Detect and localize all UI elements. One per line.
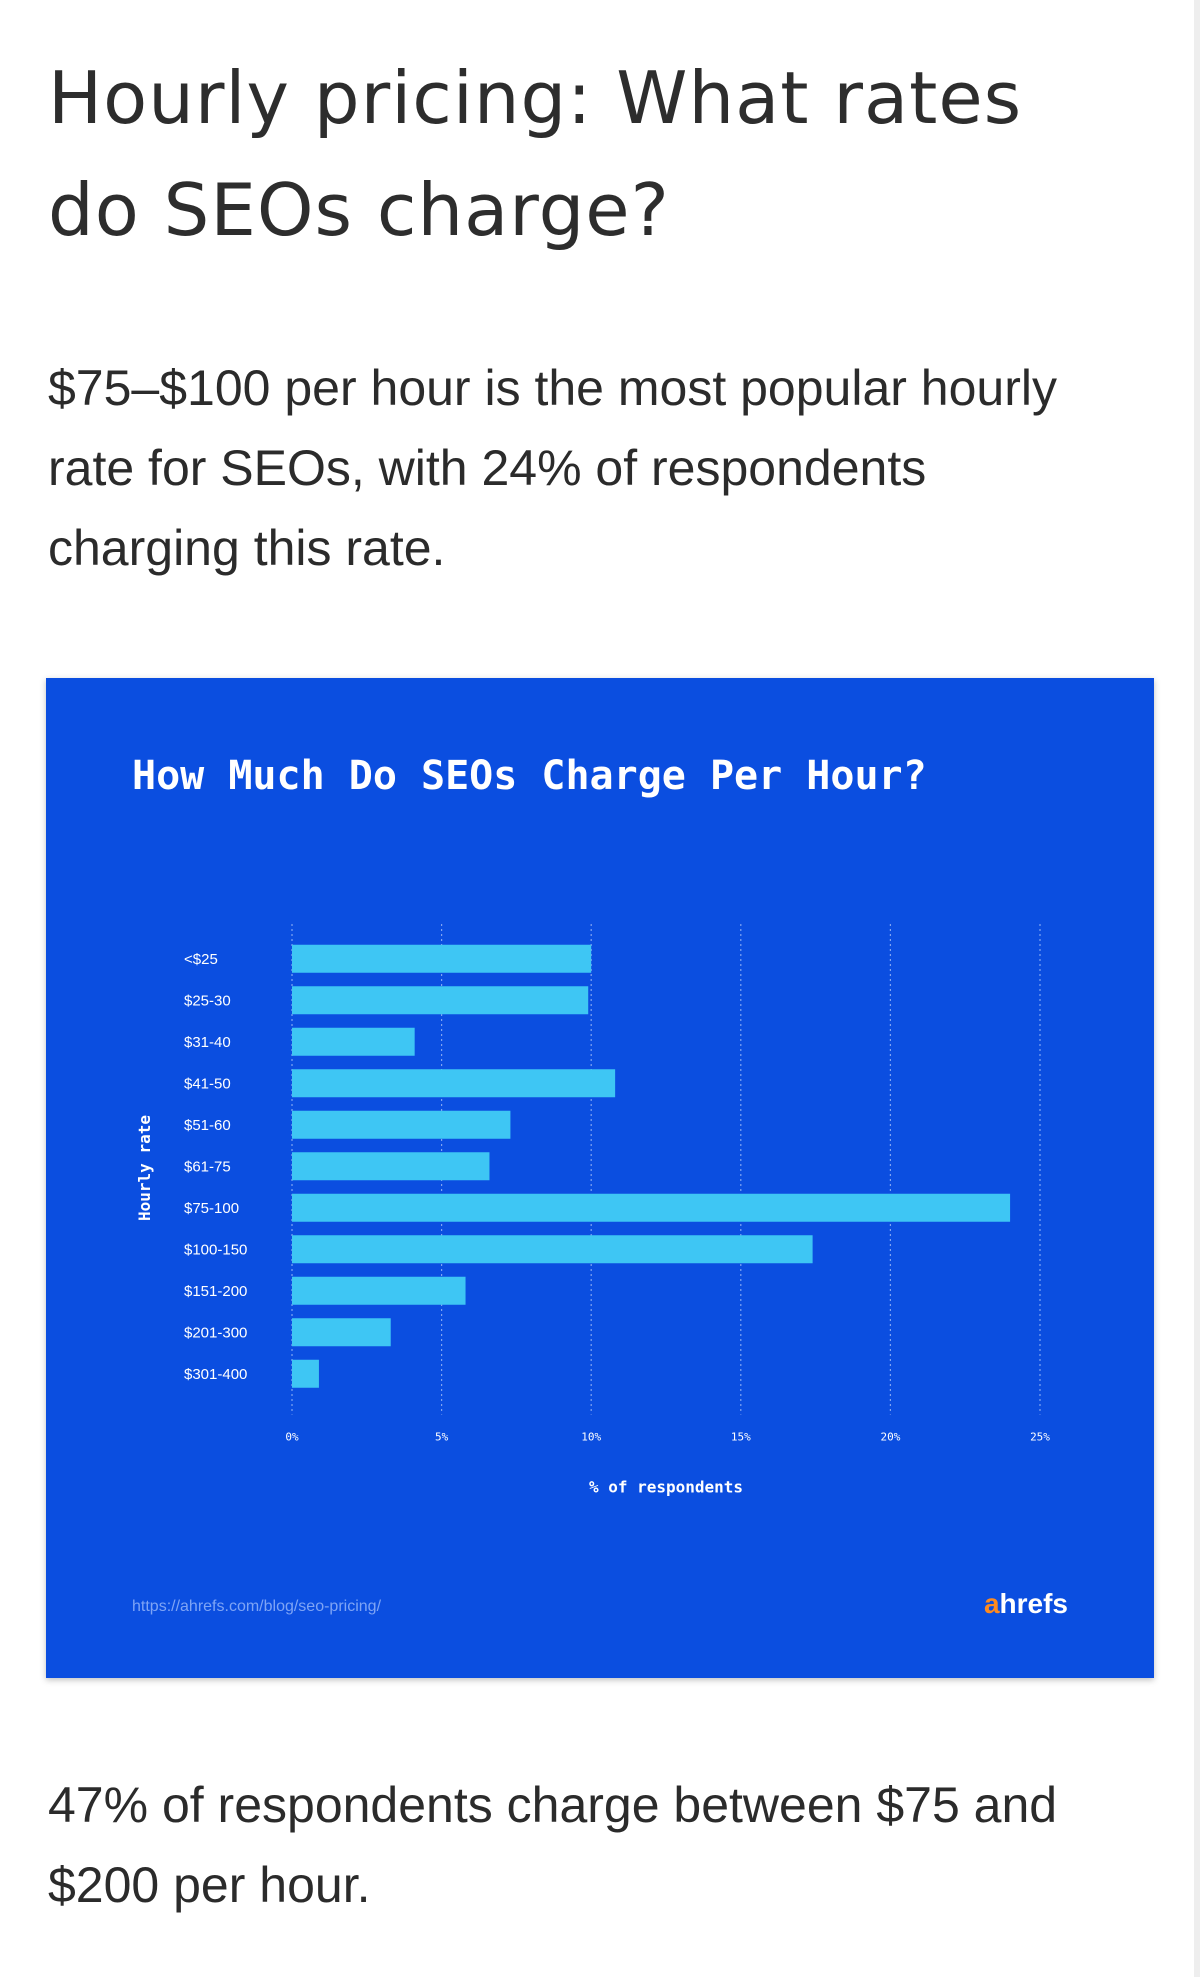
bar xyxy=(292,1276,466,1305)
bar xyxy=(292,944,592,973)
x-tick-label: 20% xyxy=(880,1431,900,1444)
x-tick-label: 10% xyxy=(581,1431,601,1444)
y-tick-label: $100-150 xyxy=(184,1241,247,1258)
x-tick-label: 25% xyxy=(1030,1431,1050,1444)
bar xyxy=(292,1069,616,1098)
source-link[interactable]: https://ahrefs.com/blog/seo-pricing/ xyxy=(132,1598,382,1615)
chart-card: How Much Do SEOs Charge Per Hour? 0% 5% 10… xyxy=(46,678,1154,1678)
bar xyxy=(292,1110,511,1139)
y-tick-label: $301-400 xyxy=(184,1366,247,1383)
bar xyxy=(292,1152,490,1181)
x-tick-label: 15% xyxy=(731,1431,751,1444)
page-heading: Hourly pricing: What rates do SEOs charg… xyxy=(48,56,1023,252)
y-tick-label: $51-60 xyxy=(184,1117,231,1134)
x-axis-label: % of respondents xyxy=(589,1478,743,1497)
bar xyxy=(292,1359,319,1388)
y-tick-label: $201-300 xyxy=(184,1324,247,1341)
y-axis-label: Hourly rate xyxy=(135,1115,154,1221)
y-tick-label: $61-75 xyxy=(184,1158,231,1175)
bar xyxy=(292,986,589,1015)
bar-chart: 0% 5% 10% 15% 20% 25% <$25 $25-30 $31-40 $41-50 $5… xyxy=(135,924,1050,1497)
outro-paragraph: 47% of respondents charge between $75 an… xyxy=(48,1777,1058,1913)
y-tick-label: $31-40 xyxy=(184,1034,231,1051)
scrollbar-track[interactable] xyxy=(1194,0,1200,1977)
intro-paragraph: $75–$100 per hour is the most popular ho… xyxy=(48,360,1057,576)
bar xyxy=(292,1193,1011,1222)
y-tick-label: <$25 xyxy=(184,951,218,968)
x-tick-label: 5% xyxy=(435,1431,449,1444)
bar xyxy=(292,1027,415,1056)
x-tick-label: 0% xyxy=(285,1431,299,1444)
y-tick-label: $41-50 xyxy=(184,1075,231,1092)
y-tick-label: $75-100 xyxy=(184,1200,239,1217)
y-tick-label: $25-30 xyxy=(184,992,231,1009)
bar xyxy=(292,1235,813,1264)
y-tick-label: $151-200 xyxy=(184,1283,247,1300)
ahrefs-logo: ahrefs xyxy=(983,1588,1068,1619)
bar xyxy=(292,1318,391,1347)
chart-title: How Much Do SEOs Charge Per Hour? xyxy=(132,753,927,799)
